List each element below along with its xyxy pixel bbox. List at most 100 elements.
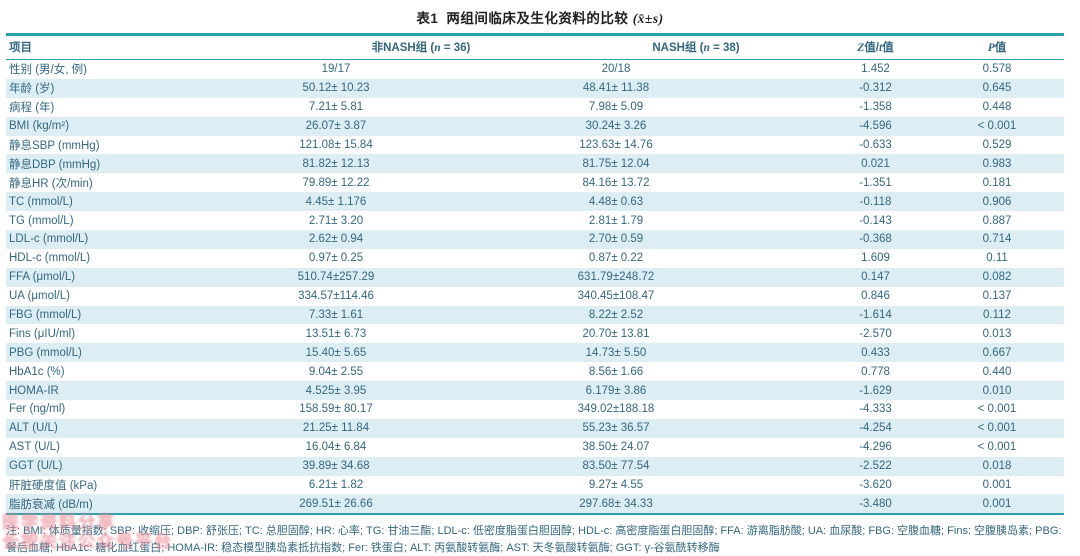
p-value-cell: 0.018: [982, 460, 1012, 473]
table-row: HDL-c (mmol/L) 0.97± 0.25 0.87± 0.22 1.609 0…: [6, 249, 1064, 268]
row-label-cell: TG (mmol/L): [9, 214, 74, 227]
nash-value-cell: 30.24± 3.26: [585, 120, 647, 133]
nash-value-cell: 84.16± 13.72: [582, 176, 650, 189]
p-value-cell: 0.082: [982, 271, 1012, 284]
z-value-cell: 0.846: [861, 290, 890, 303]
row-label-cell: GGT (U/L): [9, 460, 63, 473]
comparison-table: 项目 非NASH组 (n = 36) NASH组 (n = 38) Z值/t值 …: [6, 33, 1064, 515]
row-label-cell: Fer (ng/ml): [9, 403, 66, 416]
nash-value-cell: 340.45±108.47: [577, 290, 655, 303]
table-row: BMI (kg/m²) 26.07± 3.87 30.24± 3.26 -4.596 <…: [6, 116, 1064, 136]
non-nash-value-cell: 6.21± 1.82: [308, 479, 364, 492]
row-label-cell: 脂肪衰减 (dB/m): [9, 498, 93, 511]
p-value-cell: 0.906: [982, 195, 1012, 208]
table-title-stat-notation: (x̄±s): [632, 11, 664, 26]
nash-value-cell: 6.179± 3.86: [585, 384, 647, 397]
non-nash-value-cell: 510.74±257.29: [297, 271, 375, 284]
p-value-cell: 0.529: [982, 139, 1012, 151]
z-value-cell: -1.629: [859, 384, 892, 397]
z-value-cell: -1.614: [859, 309, 892, 322]
non-nash-value-cell: 7.33± 1.61: [308, 309, 364, 322]
table-row: 静息HR (次/min) 79.89± 12.22 84.16± 13.72 -1.3…: [6, 173, 1064, 192]
z-value-cell: -2.570: [859, 327, 892, 340]
z-value-cell: -0.633: [859, 139, 892, 151]
non-nash-value-cell: 121.08± 15.84: [299, 139, 373, 151]
nash-value-cell: 123.63± 14.76: [579, 139, 653, 151]
table-row: Fins (μIU/ml) 13.51± 6.73 20.70± 13.81 -2.5…: [6, 324, 1064, 343]
non-nash-value-cell: 334.57±114.46: [298, 290, 374, 303]
z-value-cell: -1.358: [859, 101, 892, 114]
non-nash-value-cell: 39.89± 34.68: [302, 460, 370, 473]
row-label-cell: BMI (kg/m²): [9, 120, 70, 133]
nash-value-cell: 4.48± 0.63: [588, 195, 644, 208]
non-nash-value-cell: 2.71± 3.20: [308, 214, 364, 227]
table-title: 表1 两组间临床及生化资料的比较 (x̄±s): [0, 0, 1080, 27]
table-row: PBG (mmol/L) 15.40± 5.65 14.73± 5.50 0.433 0…: [6, 343, 1064, 363]
table-row: TG (mmol/L) 2.71± 3.20 2.81± 1.79 -0.143 0.8…: [6, 211, 1064, 230]
table-row: UA (μmol/L) 334.57±114.46 340.45±108.47 0.8…: [6, 287, 1064, 306]
p-value-cell: 0.645: [982, 82, 1012, 95]
non-nash-value-cell: 4.45± 1.176: [305, 195, 367, 208]
nash-value-cell: 20/18: [601, 63, 631, 76]
nash-value-cell: 48.41± 11.38: [582, 82, 650, 95]
col-header-nash-group: NASH组 (n = 38): [571, 34, 821, 60]
nash-value-cell: 0.87± 0.22: [588, 252, 644, 265]
table-row: LDL-c (mmol/L) 2.62± 0.94 2.70± 0.59 -0.368…: [6, 230, 1064, 249]
nash-value-cell: 631.79±248.72: [577, 271, 655, 284]
row-label-cell: 静息HR (次/min): [9, 177, 93, 190]
nash-value-cell: 14.73± 5.50: [585, 346, 647, 359]
table-title-text: 两组间临床及生化资料的比较: [446, 11, 629, 26]
table-number: 表1: [416, 11, 439, 26]
z-value-cell: -2.522: [859, 460, 892, 473]
table-row: HbA1c (%) 9.04± 2.55 8.56± 1.66 0.778 0.440: [6, 362, 1064, 381]
nash-value-cell: 55.23± 36.57: [582, 422, 650, 435]
row-label-cell: AST (U/L): [9, 441, 60, 454]
z-value-cell: 1.452: [861, 63, 890, 76]
p-value-cell: 0.181: [982, 176, 1012, 189]
p-value-cell: 0.013: [982, 327, 1012, 340]
row-label-cell: FFA (μmol/L): [9, 271, 76, 284]
table-row: FBG (mmol/L) 7.33± 1.61 8.22± 2.52 -1.614 0.…: [6, 305, 1064, 325]
row-label-cell: HOMA-IR: [9, 384, 59, 397]
row-label-cell: 静息SBP (mmHg): [9, 140, 100, 152]
nash-value-cell: 2.70± 0.59: [588, 233, 644, 246]
z-value-cell: -3.620: [859, 479, 892, 492]
row-label-cell: Fins (μIU/ml): [9, 327, 76, 340]
p-value-cell: < 0.001: [977, 441, 1017, 454]
row-label-cell: HDL-c (mmol/L): [9, 252, 91, 265]
nash-value-cell: 20.70± 13.81: [582, 327, 650, 340]
p-value-cell: 0.578: [982, 63, 1012, 76]
z-value-cell: -1.351: [859, 176, 892, 189]
non-nash-value-cell: 15.40± 5.65: [305, 346, 367, 359]
table-body: 性别 (男/女, 例) 19/17 20/18 1.452 0.578 年龄 (岁) 50.…: [6, 60, 1064, 515]
p-value-cell: 0.667: [982, 346, 1012, 359]
table-row: 性别 (男/女, 例) 19/17 20/18 1.452 0.578: [6, 60, 1064, 79]
table-row: 静息SBP (mmHg) 121.08± 15.84 123.63± 14.76 -0…: [6, 136, 1064, 155]
non-nash-value-cell: 0.97± 0.25: [308, 252, 364, 265]
p-value-cell: 0.983: [982, 157, 1012, 170]
non-nash-value-cell: 4.525± 3.95: [305, 384, 367, 397]
non-nash-value-cell: 7.21± 5.81: [308, 101, 364, 114]
z-value-cell: -4.333: [859, 403, 892, 416]
table-row: TC (mmol/L) 4.45± 1.176 4.48± 0.63 -0.118 0.…: [6, 192, 1064, 212]
col-header-item: 项目: [6, 34, 271, 60]
z-value-cell: -4.254: [859, 422, 892, 435]
p-value-cell: 0.137: [982, 290, 1012, 303]
table-header-row: 项目 非NASH组 (n = 36) NASH组 (n = 38) Z值/t值 …: [6, 34, 1064, 60]
table-row: 肝脏硬度值 (kPa) 6.21± 1.82 9.27± 4.55 -3.620 0.0…: [6, 476, 1064, 495]
p-value-cell: 0.440: [982, 365, 1012, 378]
col-header-non-nash-group: 非NASH组 (n = 36): [271, 34, 571, 60]
p-value-cell: 0.112: [983, 309, 1011, 322]
row-label-cell: 病程 (年): [9, 102, 55, 115]
table-row: AST (U/L) 16.04± 6.84 38.50± 24.07 -4.296 < …: [6, 438, 1064, 457]
non-nash-value-cell: 26.07± 3.87: [305, 120, 367, 133]
table-row: ALT (U/L) 21.25± 11.84 55.23± 36.57 -4.254 <…: [6, 418, 1064, 438]
row-label-cell: 静息DBP (mmHg): [9, 158, 101, 171]
p-value-cell: < 0.001: [977, 422, 1017, 435]
z-value-cell: -4.596: [859, 120, 892, 133]
non-nash-value-cell: 50.12± 10.23: [302, 82, 370, 95]
p-value-cell: 0.448: [982, 101, 1012, 114]
z-value-cell: 1.609: [861, 252, 890, 265]
non-nash-value-cell: 19/17: [321, 63, 351, 76]
non-nash-value-cell: 79.89± 12.22: [302, 176, 370, 189]
